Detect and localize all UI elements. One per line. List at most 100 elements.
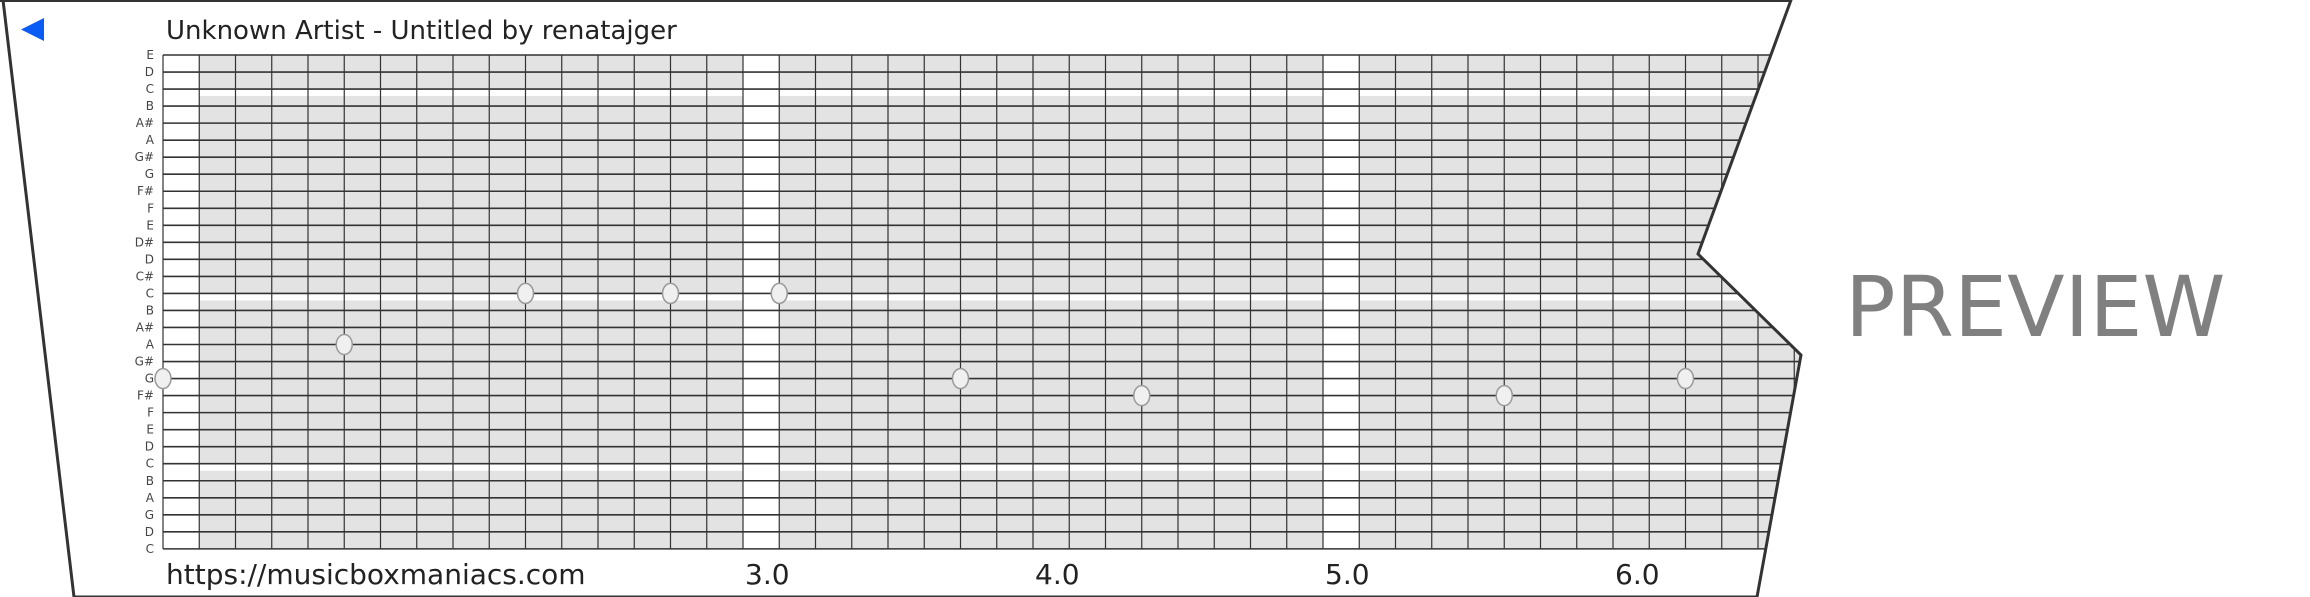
grid-cell [525, 106, 562, 124]
grid-cell [1286, 344, 1323, 362]
grid-cell [1178, 480, 1215, 498]
grid-cell [1649, 157, 1686, 175]
grid-cell [344, 55, 381, 73]
grid-cell [453, 276, 490, 294]
grid-cell [996, 514, 1033, 532]
grid-cell [779, 55, 816, 73]
grid-cell [308, 395, 345, 413]
grid-cell [1250, 123, 1287, 141]
grid-cell [199, 140, 236, 158]
grid-cell [1359, 327, 1396, 345]
grid-cell [1468, 157, 1505, 175]
grid-cell [1069, 480, 1106, 498]
grid-cell [670, 327, 707, 345]
grid-cell [670, 412, 707, 430]
grid-cell [888, 412, 925, 430]
grid-cell [489, 174, 526, 192]
grid-cell [1649, 276, 1686, 294]
grid-cell [779, 242, 816, 260]
grid-cell [598, 55, 635, 73]
grid-cell [634, 378, 671, 396]
grid-cell [1613, 96, 1650, 107]
grid-cell [598, 412, 635, 430]
grid-cell [1214, 225, 1251, 243]
grid-cell [344, 191, 381, 209]
grid-cell [1069, 514, 1106, 532]
grid-cell [199, 208, 236, 226]
grid-cell [271, 123, 308, 141]
grid-cell [815, 497, 852, 515]
preview-watermark: PREVIEW [1845, 258, 2225, 356]
grid-cell [1359, 497, 1396, 515]
grid-cell [1613, 242, 1650, 260]
grid-cell [1250, 531, 1287, 549]
grid-cell [851, 378, 888, 396]
grid-cell [960, 157, 997, 175]
grid-cell [1431, 361, 1468, 379]
grid-cell [308, 225, 345, 243]
grid-cell [779, 140, 816, 158]
grid-cell [1721, 96, 1758, 107]
grid-cell [344, 344, 381, 362]
grid-cell [960, 514, 997, 532]
grid-cell [1395, 208, 1432, 226]
grid-cell [489, 531, 526, 549]
grid-cell [598, 514, 635, 532]
back-triangle-icon[interactable] [21, 18, 44, 41]
grid-cell [779, 300, 816, 311]
grid-cell [1504, 123, 1541, 141]
note-label: F [147, 406, 154, 420]
grid-cell [634, 106, 671, 124]
grid-cell [996, 378, 1033, 396]
grid-cell [888, 208, 925, 226]
grid-cell [1141, 446, 1178, 464]
grid-cell [1105, 514, 1142, 532]
grid-cell [199, 106, 236, 124]
grid-cell [199, 446, 236, 464]
grid-cell [1105, 72, 1142, 90]
grid-cell [1214, 72, 1251, 90]
grid-cell [1649, 174, 1686, 192]
site-url[interactable]: https://musicboxmaniacs.com [166, 558, 586, 591]
grid-cell [380, 310, 417, 328]
grid-cell [489, 480, 526, 498]
grid-cell [1685, 429, 1722, 447]
grid-cell [416, 412, 453, 430]
grid-cell [1033, 378, 1070, 396]
grid-cell [851, 531, 888, 549]
grid-cell [199, 327, 236, 345]
grid-cell [1576, 276, 1613, 294]
grid-cell [1286, 106, 1323, 124]
grid-cell [1613, 531, 1650, 549]
grid-cell [996, 157, 1033, 175]
grid-cell [1468, 429, 1505, 447]
grid-cell [815, 242, 852, 260]
grid-cell [924, 344, 961, 362]
grid-cell [1286, 514, 1323, 532]
grid-cell [1758, 208, 1795, 226]
grid-cell [1214, 531, 1251, 549]
grid-cell [924, 446, 961, 464]
grid-cell [1431, 470, 1468, 481]
grid-cell [851, 344, 888, 362]
grid-cell [598, 480, 635, 498]
grid-cell [561, 106, 598, 124]
grid-cell [1540, 378, 1577, 396]
grid-cell [1685, 96, 1722, 107]
grid-cell [1576, 470, 1613, 481]
grid-cell [815, 259, 852, 277]
grid-cell [344, 140, 381, 158]
grid-cell [815, 429, 852, 447]
grid-cell [888, 344, 925, 362]
grid-cell [924, 96, 961, 107]
grid-cell [235, 531, 272, 549]
grid-cell [960, 327, 997, 345]
grid-cell [1395, 259, 1432, 277]
grid-cell [1105, 106, 1142, 124]
grid-cell [489, 140, 526, 158]
grid-cell [1504, 446, 1541, 464]
grid-cell [1431, 344, 1468, 362]
grid-cell [308, 242, 345, 260]
grid-cell [1069, 259, 1106, 277]
grid-cell [1649, 361, 1686, 379]
